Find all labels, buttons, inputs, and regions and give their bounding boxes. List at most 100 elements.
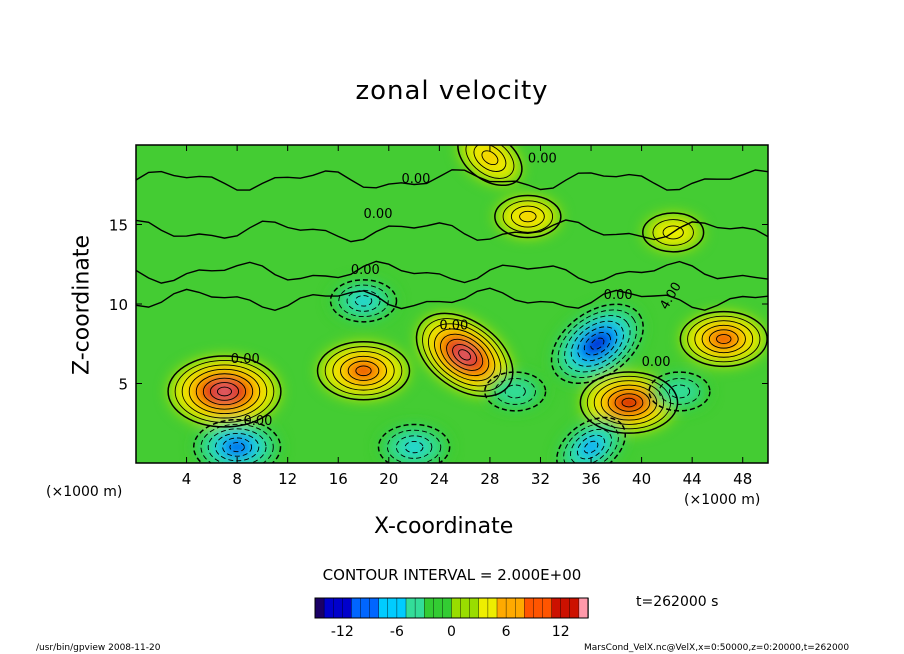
contour-line-11-1 <box>338 284 389 318</box>
contour-line-6-0 <box>192 418 282 463</box>
contour-line-7-2 <box>395 435 433 459</box>
contour-line-3-3 <box>600 384 658 421</box>
colorbar-segment <box>478 597 489 619</box>
colorbar-segment <box>405 597 416 619</box>
contour-label: 0.00 <box>642 355 671 370</box>
contour-line-10-1 <box>658 378 701 405</box>
colorbar-segment <box>560 597 571 619</box>
contour-line-4-5 <box>716 333 732 344</box>
contour-line-12-1 <box>465 145 515 179</box>
field-level-12 <box>481 150 498 165</box>
contour-line-10-2 <box>668 384 691 399</box>
colorbar-segment <box>496 597 507 619</box>
contour-line-11-3 <box>354 295 373 307</box>
colorbar-segment <box>314 597 325 619</box>
contour-line-0-0 <box>167 355 282 428</box>
x-tick-label: 16 <box>329 470 348 488</box>
field-level-0 <box>217 387 232 396</box>
contour-line-10-0 <box>648 371 711 412</box>
x-tick-label: 48 <box>733 470 752 488</box>
colorbar-segment <box>378 597 389 619</box>
colorbar-segment <box>342 597 353 619</box>
contour-line-5-4 <box>577 326 618 362</box>
colorbar: -12 -6 0 6 12 <box>314 597 589 640</box>
contour-line-7-0 <box>377 423 451 463</box>
contour-line-4-1 <box>687 315 761 363</box>
field-level-1 <box>355 365 372 376</box>
zero-contour-2 <box>136 260 768 284</box>
colorbar-segment <box>551 597 562 619</box>
plot-area: 0.000.000.000.000.000.000.000.000.004.00… <box>109 144 769 488</box>
contour-line-12-3 <box>481 150 499 166</box>
time-label: t=262000 s <box>636 594 719 610</box>
colorbar-segment <box>323 597 334 619</box>
colorbar-segment <box>515 597 526 619</box>
contour-line-1-4 <box>347 360 380 381</box>
colorbar-segment <box>442 597 453 619</box>
colorbar-segment <box>369 597 380 619</box>
colorbar-segment <box>505 597 516 619</box>
x-unit-label-left: (×1000 m) <box>46 484 123 500</box>
colorbar-segment <box>387 597 398 619</box>
contour-line-5-1 <box>557 309 638 379</box>
x-tick-label: 4 <box>182 470 192 488</box>
contour-line-13-3 <box>519 210 537 223</box>
colorbar-segment <box>533 597 544 619</box>
contour-line-0-7 <box>216 386 232 397</box>
contour-line-8-2 <box>570 428 613 463</box>
contour-line-13-1 <box>502 200 554 233</box>
contour-line-6-5 <box>229 442 245 453</box>
colorbar-frame <box>314 597 589 619</box>
colorbar-segment <box>487 597 498 619</box>
contour-line-5-3 <box>570 320 624 367</box>
contour-lines <box>136 145 768 463</box>
contour-line-6-2 <box>207 428 267 463</box>
contour-line-5-0 <box>550 303 644 384</box>
contour-line-7-3 <box>404 441 424 454</box>
contour-line-7-1 <box>386 429 442 463</box>
contour-line-2-0 <box>415 312 514 398</box>
y-tick-label: 15 <box>109 217 128 235</box>
x-tick-label: 32 <box>531 470 550 488</box>
x-axis-ticks: 4 8 12 16 20 24 28 32 36 40 44 48 <box>182 145 752 488</box>
contour-line-11-0 <box>329 279 398 323</box>
contour-label: 0.00 <box>231 352 260 367</box>
contour-label: 0.00 <box>528 151 557 166</box>
x-axis-label: X-coordinate <box>374 514 514 539</box>
x-tick-label: 12 <box>278 470 297 488</box>
contour-line-2-6 <box>452 344 478 366</box>
field-level-11 <box>355 295 372 307</box>
colorbar-segment <box>433 597 444 619</box>
contour-interval-label: CONTOUR INTERVAL = 2.000E+00 <box>322 566 582 584</box>
contour-label: 0.00 <box>439 318 468 333</box>
y-axis-label: Z-coordinate <box>69 235 95 375</box>
contour-line-0-2 <box>181 364 268 419</box>
contour-line-6-1 <box>200 423 274 463</box>
contour-line-2-1 <box>422 318 508 392</box>
contour-line-12-2 <box>473 145 507 172</box>
contour-line-0-4 <box>195 373 254 410</box>
colorbar-segment <box>542 597 553 619</box>
colorbar-segment <box>351 597 362 619</box>
contour-line-0-3 <box>188 368 261 415</box>
x-tick-label: 36 <box>581 470 600 488</box>
colorbar-segment <box>424 597 435 619</box>
field-level-7 <box>405 441 423 453</box>
contour-line-5-6 <box>590 337 605 350</box>
contour-line-13-2 <box>510 205 545 228</box>
x-tick-label: 28 <box>480 470 499 488</box>
contour-line-0-5 <box>202 377 247 406</box>
contour-label: 0.00 <box>243 414 272 429</box>
contour-line-1-2 <box>332 350 395 391</box>
field-level-3 <box>622 398 636 407</box>
field-level-4 <box>716 334 731 344</box>
contour-line-2-5 <box>446 338 484 371</box>
contour-line-1-5 <box>355 365 372 377</box>
colorbar-tick-label: 6 <box>502 624 511 640</box>
contour-line-9-0 <box>484 371 547 412</box>
contour-line-0-1 <box>174 360 275 423</box>
footer-right: MarsCond_VelX.nc@VelX,x=0:50000,z=0:2000… <box>584 643 850 653</box>
colorbar-segment <box>360 597 371 619</box>
field-level-10 <box>669 384 690 398</box>
